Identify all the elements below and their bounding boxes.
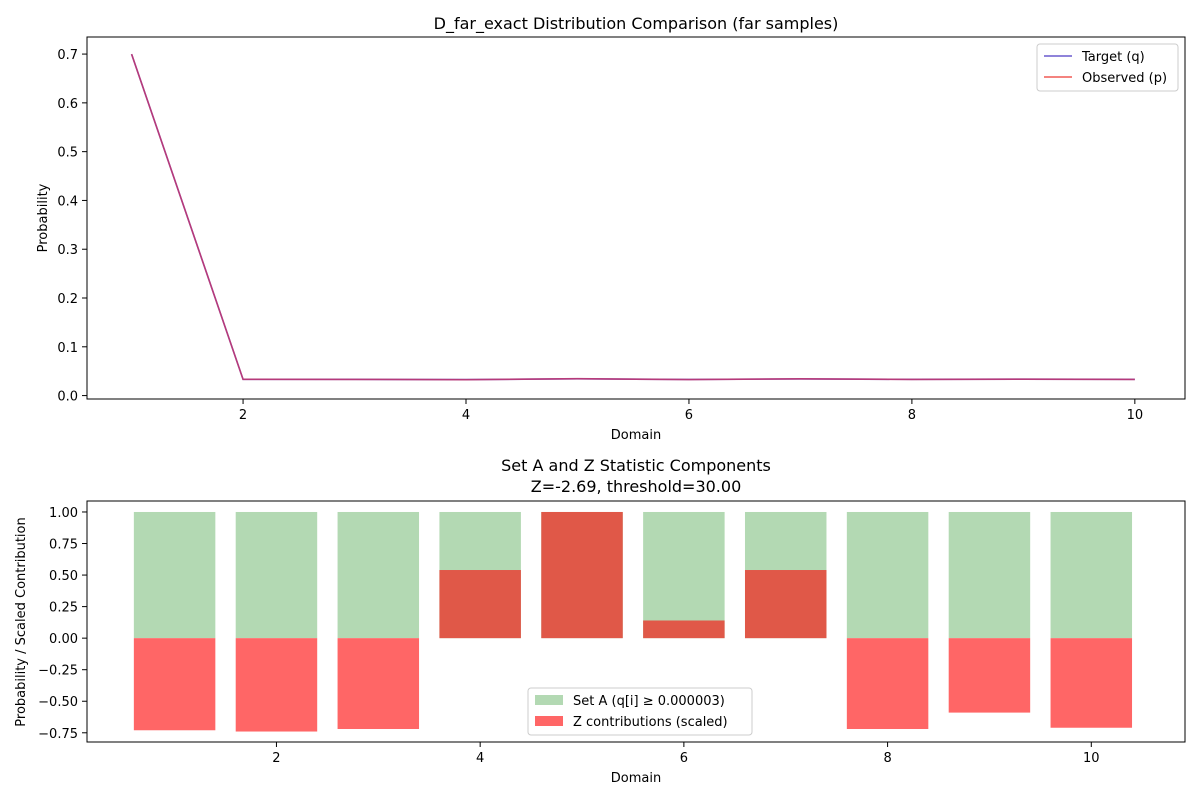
y-tick-label: 0.4 (57, 194, 78, 209)
bottom-chart-x-label: Domain (611, 771, 661, 786)
top-chart-y-ticks: 0.0 0.1 0.2 0.3 0.4 0.5 0.6 0.7 (57, 48, 87, 405)
bottom-chart-y-ticks: −0.75 −0.50 −0.25 0.00 0.25 0.50 0.75 1.00 (38, 506, 87, 742)
z-contribution-bar (439, 570, 521, 639)
bottom-chart-title: Set A and Z Statistic Components (501, 456, 771, 475)
x-tick-label: 4 (462, 408, 470, 423)
y-tick-label: 0.5 (57, 146, 78, 161)
top-chart-x-ticks: 2 4 6 8 10 (239, 399, 1143, 423)
top-chart: D_far_exact Distribution Comparison (far… (36, 14, 1186, 443)
z-contribution-bar (235, 638, 318, 732)
z-contribution-bar (133, 638, 216, 731)
x-tick-label: 10 (1127, 408, 1144, 423)
bottom-chart: Set A and Z Statistic Components Z=-2.69… (14, 456, 1186, 786)
x-tick-label: 8 (883, 751, 891, 766)
z-contribution-bar (948, 638, 1031, 713)
top-chart-y-label: Probability (36, 183, 51, 252)
x-tick-label: 10 (1083, 751, 1100, 766)
y-tick-label: −0.50 (38, 695, 78, 710)
bottom-legend-set-a-swatch (535, 695, 563, 705)
y-tick-label: 0.3 (57, 243, 78, 258)
y-tick-label: 0.7 (57, 48, 78, 63)
z-contribution-bar (1050, 638, 1133, 728)
y-tick-label: 0.6 (57, 97, 78, 112)
bottom-chart-subtitle: Z=-2.69, threshold=30.00 (531, 477, 742, 496)
bottom-legend-z-swatch (535, 716, 563, 726)
bottom-chart-x-ticks: 2 4 6 8 10 (272, 742, 1100, 766)
x-tick-label: 4 (476, 751, 484, 766)
bottom-chart-frame (86, 500, 1186, 743)
x-tick-label: 2 (239, 408, 247, 423)
y-tick-label: 0.25 (49, 601, 78, 616)
x-tick-label: 8 (908, 408, 916, 423)
top-chart-x-label: Domain (611, 428, 661, 443)
y-tick-label: 1.00 (49, 506, 78, 521)
y-tick-label: −0.75 (38, 727, 78, 742)
set-a-bar (235, 511, 318, 639)
bottom-legend-set-a-label: Set A (q[i] ≥ 0.000003) (573, 694, 725, 709)
y-tick-label: 0.2 (57, 292, 78, 307)
set-a-bar (643, 511, 725, 639)
z-contribution-bar (846, 638, 929, 730)
bottom-chart-y-label: Probability / Scaled Contribution (14, 517, 29, 726)
z-contribution-bar (643, 620, 725, 639)
y-tick-label: 0.0 (57, 390, 78, 405)
x-tick-label: 6 (680, 751, 688, 766)
bottom-legend-z-label: Z contributions (scaled) (573, 715, 728, 730)
y-tick-label: −0.25 (38, 664, 78, 679)
bottom-legend-box (527, 687, 753, 736)
observed-line (130, 53, 1135, 381)
y-tick-label: 0.75 (49, 538, 78, 553)
z-contribution-bar (541, 511, 623, 639)
y-tick-label: 0.00 (49, 632, 78, 647)
z-contribution-bar (744, 570, 827, 639)
set-a-bar (846, 511, 929, 639)
top-legend-box (1036, 43, 1179, 92)
y-tick-label: 0.1 (57, 341, 78, 356)
z-contribution-bar (337, 638, 420, 730)
bottom-chart-legend: Set A (q[i] ≥ 0.000003) Z contributions … (527, 687, 753, 736)
y-tick-label: 0.50 (49, 569, 78, 584)
top-chart-title: D_far_exact Distribution Comparison (far… (434, 14, 839, 34)
set-a-bar (337, 511, 420, 639)
set-a-bar (948, 511, 1031, 639)
top-legend-target-label: Target (q) (1081, 50, 1145, 65)
top-chart-legend: Target (q) Observed (p) (1036, 43, 1179, 92)
top-chart-marks (130, 53, 1135, 381)
set-a-bar (133, 511, 216, 639)
set-a-bar (1050, 511, 1133, 639)
bottom-chart-marks (133, 511, 1133, 732)
top-chart-frame (86, 36, 1186, 400)
x-tick-label: 2 (272, 751, 280, 766)
top-legend-observed-label: Observed (p) (1082, 71, 1167, 86)
x-tick-label: 6 (685, 408, 693, 423)
